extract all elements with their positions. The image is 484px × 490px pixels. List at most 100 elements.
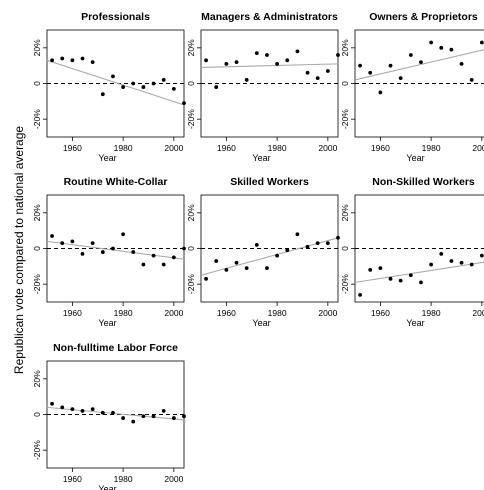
data-point bbox=[325, 69, 330, 73]
data-point bbox=[80, 56, 85, 61]
data-point bbox=[469, 262, 474, 267]
trend-line bbox=[354, 261, 484, 283]
data-point bbox=[398, 278, 403, 283]
panel-frame bbox=[46, 29, 185, 138]
x-tick-label: 1960 bbox=[217, 308, 236, 318]
x-tick-label: 1980 bbox=[268, 143, 287, 153]
panel: Skilled Workers 20% 0 -20% 1960 1980 2000 Year bbox=[186, 176, 340, 328]
data-point bbox=[131, 81, 136, 86]
data-point bbox=[121, 416, 126, 420]
data-point bbox=[131, 419, 136, 424]
x-tick-label: 2000 bbox=[164, 474, 183, 484]
x-tick-label: 1960 bbox=[371, 308, 390, 318]
data-point bbox=[479, 253, 484, 258]
x-axis-label: Year bbox=[406, 153, 424, 163]
data-point bbox=[408, 273, 413, 278]
x-tick-label: 1980 bbox=[422, 143, 441, 153]
y-tick-label: 20% bbox=[340, 204, 350, 221]
y-tick-label: -20% bbox=[32, 109, 42, 129]
data-point bbox=[224, 61, 229, 66]
x-tick-label: 1960 bbox=[217, 143, 236, 153]
trend-line bbox=[46, 240, 185, 260]
data-point bbox=[315, 76, 320, 81]
panel: Owners & Proprietors 20% 0 -20% 1960 1980 2000… bbox=[340, 11, 484, 163]
data-point bbox=[358, 63, 362, 68]
data-point bbox=[90, 241, 95, 246]
data-point bbox=[151, 81, 156, 86]
x-tick-label: 1960 bbox=[63, 308, 82, 318]
data-point bbox=[336, 53, 340, 57]
x-tick-label: 2000 bbox=[472, 143, 484, 153]
y-tick-label: 20% bbox=[340, 39, 350, 56]
data-point bbox=[111, 410, 115, 415]
data-point bbox=[275, 253, 280, 258]
data-point bbox=[265, 266, 269, 271]
panel: Non-fulltime Labor Force 20% 0 -20% 1960 1980… bbox=[32, 342, 186, 490]
data-point bbox=[234, 60, 239, 64]
data-point bbox=[244, 78, 249, 82]
x-tick-label: 1980 bbox=[268, 308, 287, 318]
data-point bbox=[214, 259, 219, 263]
data-point bbox=[60, 405, 65, 410]
data-point bbox=[325, 241, 330, 246]
y-tick-label: 0 bbox=[186, 81, 196, 86]
y-tick-label: 20% bbox=[186, 39, 196, 56]
data-point bbox=[214, 85, 219, 89]
data-point bbox=[295, 232, 300, 237]
data-point bbox=[161, 409, 166, 413]
data-point bbox=[171, 416, 176, 420]
data-point bbox=[429, 40, 434, 45]
trend-line bbox=[354, 49, 484, 81]
x-axis-label: Year bbox=[98, 153, 116, 163]
data-point bbox=[459, 61, 464, 66]
data-point bbox=[449, 259, 454, 263]
data-point bbox=[60, 241, 65, 246]
data-point bbox=[439, 251, 444, 256]
x-tick-label: 1960 bbox=[371, 143, 390, 153]
panel: Managers & Administrators 20% 0 -20% 1960 198… bbox=[186, 11, 340, 163]
y-tick-label: 20% bbox=[32, 370, 42, 387]
y-tick-label: 0 bbox=[32, 246, 42, 251]
x-tick-label: 1960 bbox=[63, 474, 82, 484]
data-point bbox=[204, 58, 208, 63]
data-point bbox=[80, 409, 85, 413]
data-point bbox=[419, 280, 423, 285]
panel-frame bbox=[46, 194, 185, 303]
y-tick-label: 0 bbox=[32, 412, 42, 417]
data-point bbox=[254, 243, 259, 247]
data-point bbox=[479, 40, 484, 45]
data-point bbox=[429, 262, 434, 267]
x-axis-label: Year bbox=[98, 484, 116, 490]
x-axis-label: Year bbox=[98, 318, 116, 328]
data-point bbox=[224, 268, 229, 272]
panel-title: Non-Skilled Workers bbox=[372, 176, 475, 188]
data-point bbox=[398, 76, 403, 81]
data-point bbox=[244, 266, 249, 271]
y-tick-label: -20% bbox=[32, 274, 42, 294]
data-point bbox=[305, 70, 310, 75]
data-point bbox=[100, 92, 105, 97]
data-point bbox=[295, 49, 300, 54]
data-point bbox=[275, 61, 280, 66]
data-point bbox=[378, 90, 383, 95]
y-tick-label: -20% bbox=[32, 440, 42, 460]
data-point bbox=[305, 244, 310, 249]
data-point bbox=[121, 85, 126, 89]
data-point bbox=[131, 250, 136, 254]
data-point bbox=[111, 74, 115, 79]
data-point bbox=[388, 63, 393, 68]
x-tick-label: 1980 bbox=[422, 308, 441, 318]
data-point bbox=[111, 246, 115, 251]
data-point bbox=[50, 401, 54, 406]
data-point bbox=[265, 53, 269, 57]
data-point bbox=[182, 246, 186, 251]
trend-line bbox=[200, 63, 339, 68]
y-axis-label: Republican vote compared to national ave… bbox=[12, 126, 26, 374]
panel-title: Professionals bbox=[81, 11, 150, 23]
x-tick-label: 2000 bbox=[472, 308, 484, 318]
data-point bbox=[171, 86, 176, 91]
data-point bbox=[50, 234, 54, 238]
data-point bbox=[90, 407, 95, 412]
data-point bbox=[100, 410, 105, 415]
